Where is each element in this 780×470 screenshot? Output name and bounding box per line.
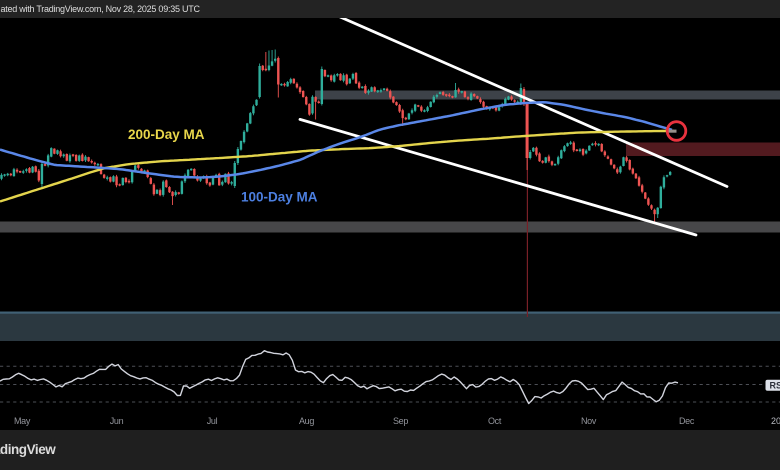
- svg-text:RSI: RSI: [770, 381, 780, 391]
- svg-text:Jul: Jul: [207, 416, 218, 426]
- svg-text:Oct: Oct: [488, 416, 502, 426]
- svg-text:100-Day MA: 100-Day MA: [241, 190, 318, 205]
- svg-text:Jun: Jun: [110, 416, 124, 426]
- svg-text:May: May: [14, 416, 31, 426]
- svg-text:2026: 2026: [771, 416, 780, 426]
- svg-text:Sep: Sep: [393, 416, 408, 426]
- svg-text:Dec: Dec: [679, 416, 695, 426]
- svg-text:Aug: Aug: [299, 416, 314, 426]
- svg-text:200-Day MA: 200-Day MA: [128, 127, 205, 142]
- svg-text:Nov: Nov: [581, 416, 597, 426]
